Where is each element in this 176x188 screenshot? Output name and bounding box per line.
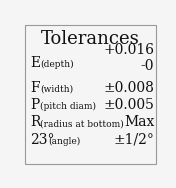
Text: 23°: 23° (30, 133, 55, 147)
Text: (angle): (angle) (49, 137, 81, 146)
Text: Max: Max (124, 115, 154, 130)
Text: ±0.005: ±0.005 (103, 98, 154, 112)
Text: ±0.008: ±0.008 (103, 81, 154, 95)
Text: E: E (30, 56, 40, 70)
Text: R: R (30, 115, 40, 130)
Text: ±1/2°: ±1/2° (114, 133, 154, 147)
Text: (radius at bottom): (radius at bottom) (40, 119, 124, 128)
Text: Tolerances: Tolerances (41, 30, 140, 48)
Text: (pitch diam): (pitch diam) (40, 102, 96, 111)
Text: +0.016: +0.016 (103, 43, 154, 57)
Text: P: P (30, 98, 39, 112)
Text: F: F (30, 81, 40, 95)
Text: -0: -0 (141, 59, 154, 73)
Text: (width): (width) (40, 85, 74, 94)
Text: (depth): (depth) (40, 60, 74, 69)
